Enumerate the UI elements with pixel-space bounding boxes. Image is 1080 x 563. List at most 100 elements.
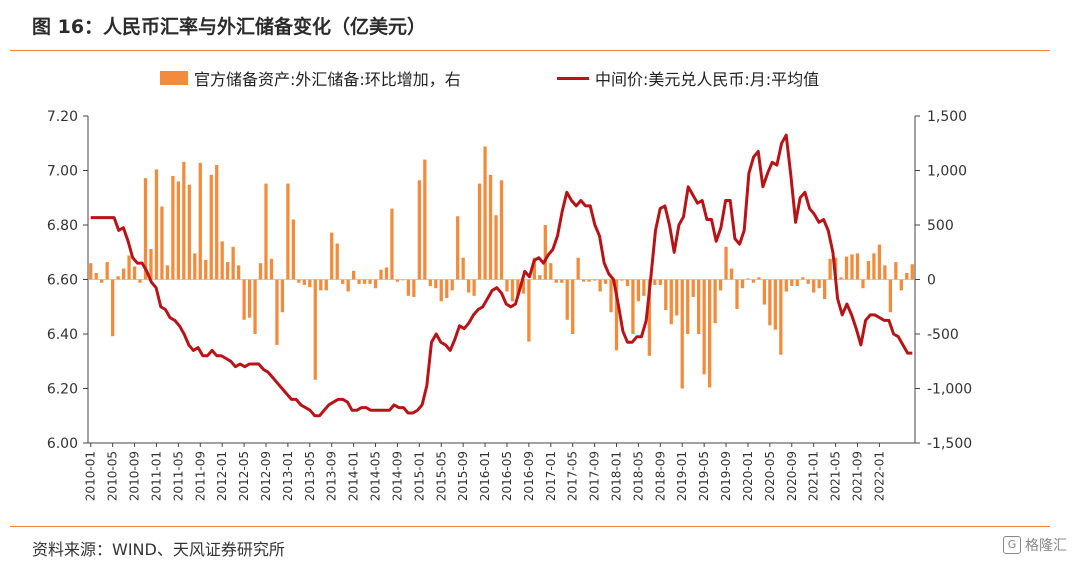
bar-mark — [790, 279, 794, 287]
bar-mark — [477, 183, 482, 280]
bar-mark — [138, 279, 142, 283]
left-tick-label: 6.00 — [47, 436, 78, 452]
bar-mark — [280, 279, 285, 313]
bar-mark — [302, 279, 306, 285]
bar-mark — [494, 215, 498, 280]
x-tick-label: 2017-05 — [566, 451, 580, 501]
bar-mark — [187, 184, 191, 280]
bar-mark — [335, 243, 339, 280]
x-tick-label: 2012-09 — [259, 451, 273, 501]
legend-item-reserves: 官方储备资产:外汇储备:环比增加，右 — [160, 66, 461, 90]
bar-mark — [751, 279, 756, 283]
bar-mark — [883, 265, 887, 280]
x-tick-label: 2016-09 — [522, 451, 536, 501]
bar-mark — [549, 263, 553, 280]
bar-mark — [154, 169, 159, 280]
x-tick-label: 2011-01 — [149, 451, 163, 501]
bar-mark — [576, 257, 580, 280]
bar-mark — [357, 279, 361, 284]
bar-mark — [220, 241, 224, 280]
bar-mark — [505, 279, 509, 292]
bar-mark — [231, 246, 235, 280]
bar-mark — [253, 279, 257, 334]
x-tick-label: 2011-05 — [171, 451, 185, 501]
bar-mark — [379, 269, 383, 280]
bar-mark — [565, 279, 569, 320]
bar-mark — [351, 270, 356, 280]
bar-mark — [373, 279, 378, 289]
bar-mark — [127, 255, 131, 280]
left-tick-label: 6.20 — [47, 382, 78, 398]
bar-mark — [439, 279, 443, 302]
bar-mark — [313, 279, 317, 380]
legend-item-cny-rate: 中间价:美元兑人民币:月:平均值 — [557, 66, 819, 90]
bar-mark — [910, 264, 914, 280]
bar-mark — [319, 279, 323, 291]
bar-mark — [812, 279, 816, 293]
bar-mark — [521, 279, 526, 294]
bar-mark — [286, 183, 290, 280]
bar-mark — [330, 232, 334, 280]
bar-mark — [844, 256, 849, 280]
bar-mark — [466, 279, 471, 293]
bar-mark — [582, 279, 586, 282]
x-tick-label: 2012-01 — [215, 451, 229, 501]
legend-label-cny-rate: 中间价:美元兑人民币:月:平均值 — [595, 70, 820, 89]
bar-mark — [390, 208, 394, 280]
bar-mark — [905, 272, 909, 280]
right-tick-label: 1,000 — [927, 164, 967, 180]
bar-mark — [450, 279, 454, 291]
bar-mark — [894, 262, 898, 280]
bar-mark — [587, 279, 591, 282]
x-tick-label: 2019-09 — [719, 451, 733, 501]
bar-mark — [664, 279, 668, 311]
bar-mark — [308, 279, 312, 288]
x-tick-label: 2014-01 — [347, 451, 361, 501]
bar-mark — [215, 165, 219, 280]
bar-mark — [806, 279, 810, 284]
bar-mark — [527, 279, 531, 342]
bar-mark — [264, 183, 268, 280]
bar-mark — [773, 279, 777, 330]
bar-mark — [554, 279, 558, 283]
bar-mark — [598, 279, 602, 292]
line-series — [90, 133, 913, 418]
x-tick-label: 2018-01 — [610, 451, 624, 501]
bar-mark — [269, 258, 274, 280]
bar-mark — [653, 279, 657, 285]
bar-mark — [488, 174, 493, 280]
bar-mark — [516, 279, 520, 296]
right-tick-label: -1,000 — [927, 382, 972, 398]
left-tick-label: 6.40 — [47, 327, 78, 343]
bar-mark — [538, 275, 542, 280]
bar-mark — [171, 175, 175, 280]
bar-mark — [297, 279, 301, 283]
right-tick-label: -500 — [927, 327, 959, 343]
bar-mark — [456, 216, 460, 280]
bar-mark — [417, 180, 421, 280]
top-rule — [10, 50, 1050, 51]
bar-mark — [839, 277, 843, 280]
bar-mark — [242, 279, 246, 320]
bar-mark — [346, 279, 350, 292]
bar-mark — [697, 279, 701, 334]
x-tick-label: 2015-09 — [456, 451, 470, 501]
bar-mark — [631, 279, 635, 334]
bar-mark — [888, 279, 892, 313]
bar-mark — [543, 225, 547, 280]
bar-mark — [625, 279, 630, 287]
watermark: G 格隆汇 — [1003, 535, 1067, 555]
bar-mark — [713, 279, 717, 324]
bar-mark — [592, 279, 597, 281]
x-tick-label: 2014-09 — [390, 451, 404, 501]
bar-mark — [423, 159, 427, 280]
tick-labels: 7.20 7.00 6.80 6.60 6.40 6.20 6.00 1,500 1,000 50… — [47, 109, 972, 501]
bar-mark — [89, 263, 93, 280]
x-tick-label: 2020-09 — [785, 451, 799, 501]
bar-mark — [614, 279, 619, 351]
right-tick-label: 0 — [927, 273, 936, 289]
bar-mark — [406, 279, 411, 296]
bar-mark — [817, 279, 821, 289]
bar-mark — [182, 161, 186, 280]
